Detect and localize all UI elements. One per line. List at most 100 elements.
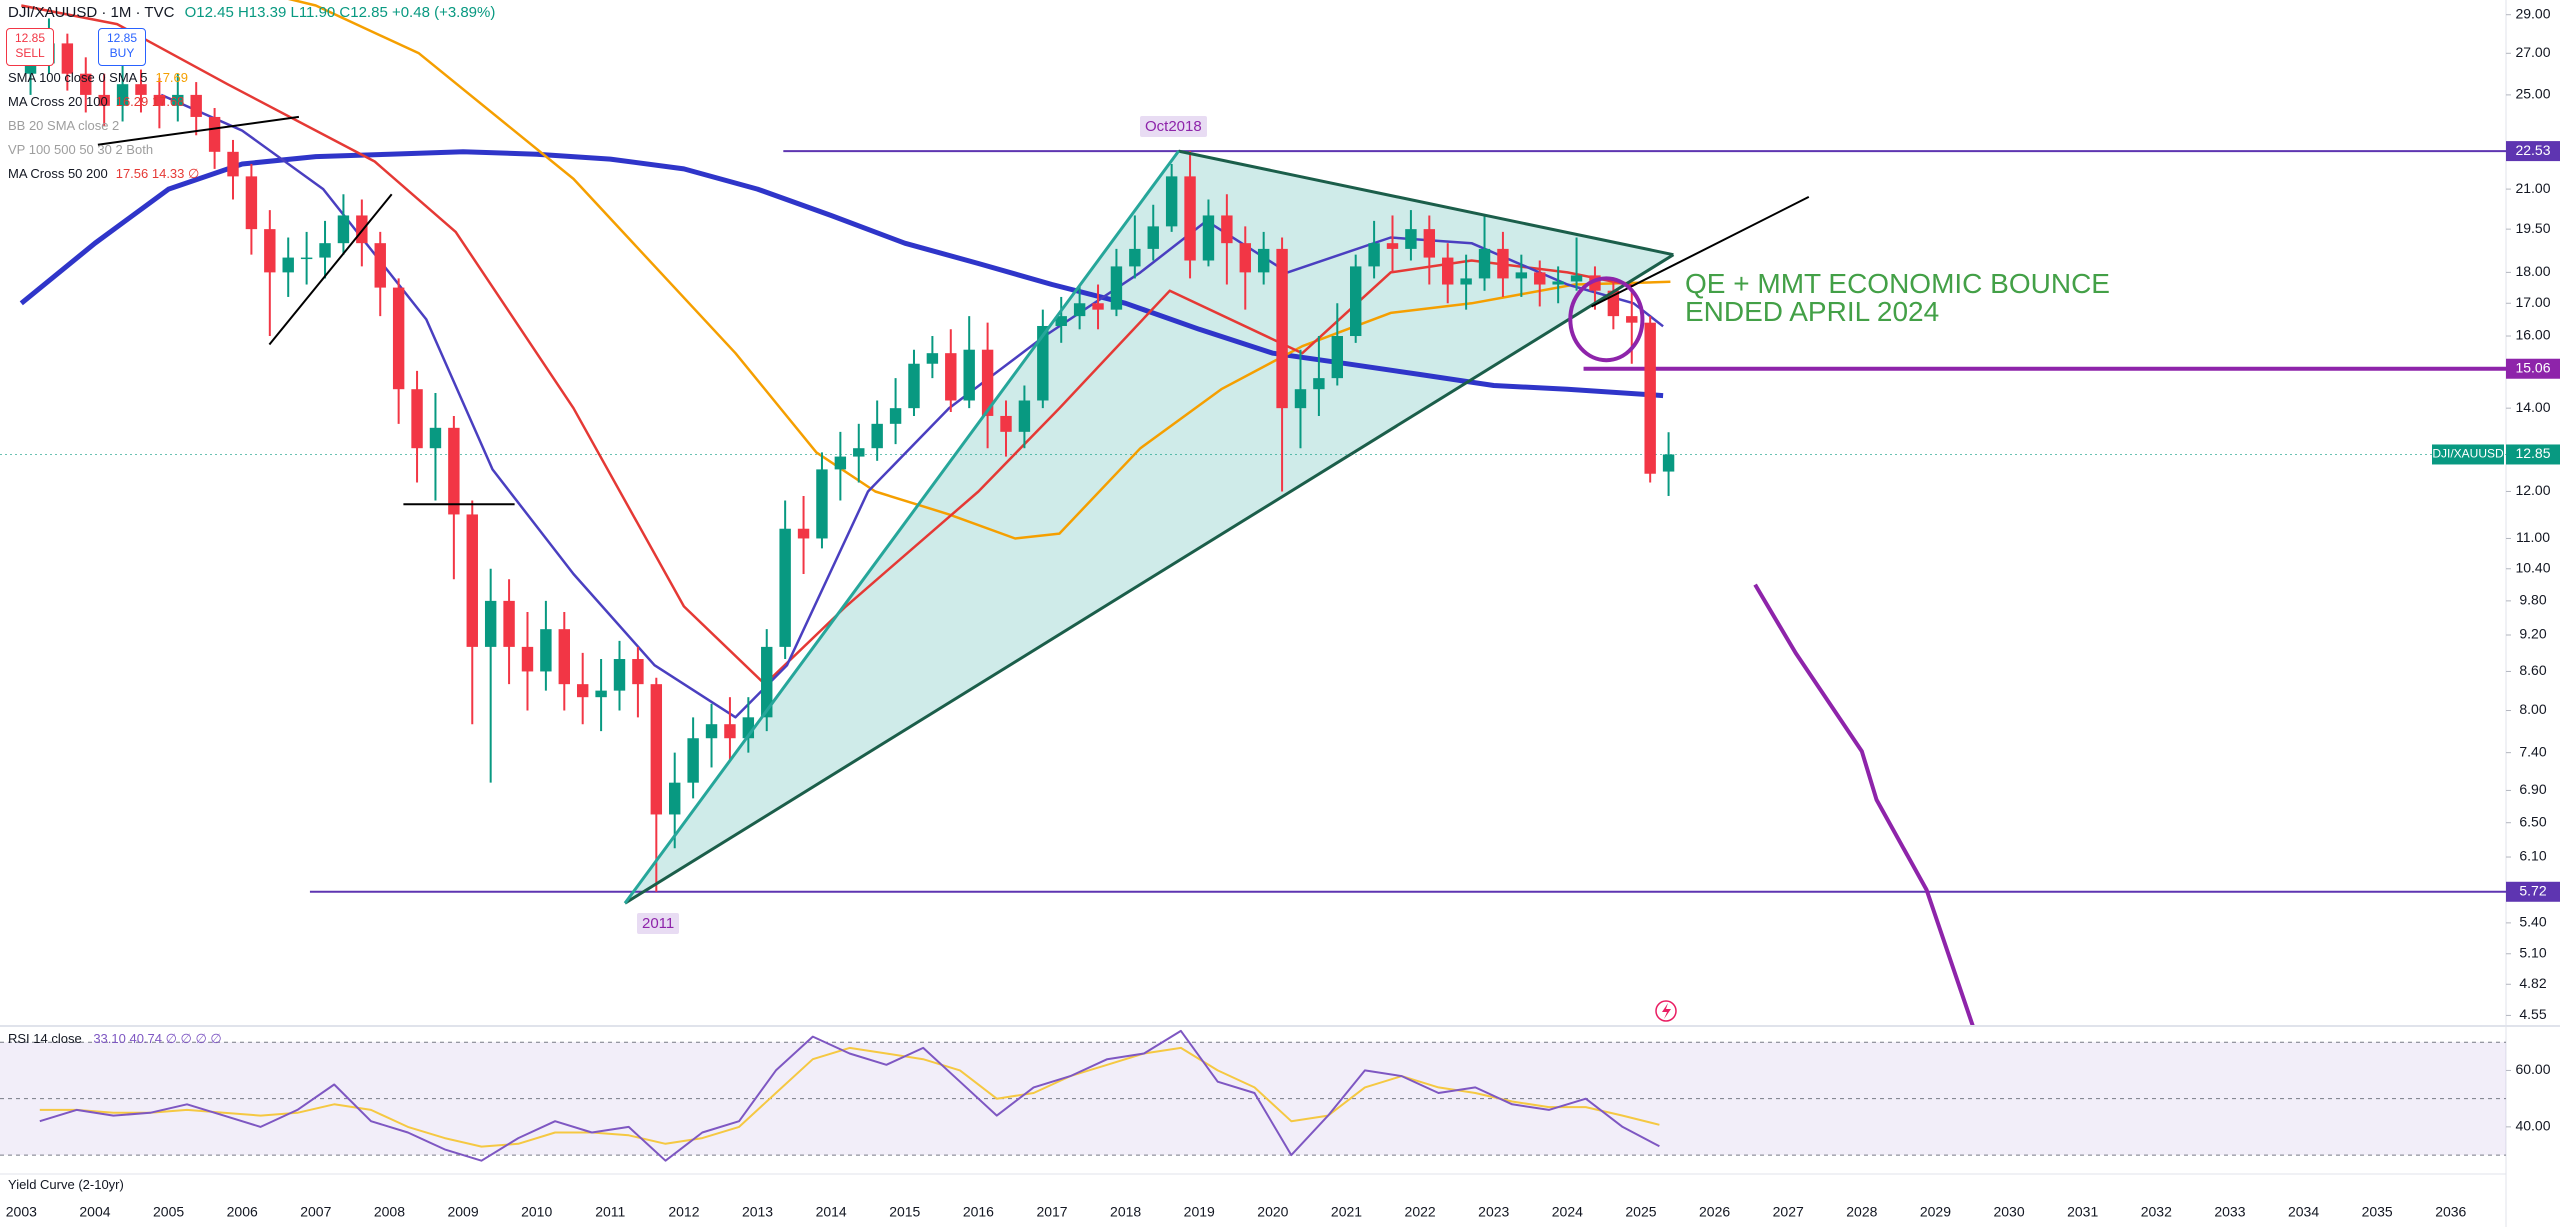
x-tick-label: 2025 [1625, 1204, 1656, 1220]
candle-body [521, 646, 534, 672]
indicator-legend: MA Cross 50 200 17.56 14.33 ∅ [8, 166, 199, 182]
candle-body [245, 176, 258, 230]
trend-line [268, 193, 393, 346]
x-tick-label: 2006 [227, 1204, 258, 1220]
triangle-fill [625, 151, 1674, 904]
x-tick-label: 2007 [300, 1204, 331, 1220]
candle-body [116, 84, 129, 106]
candle-body [632, 659, 644, 685]
peak-annotation: Oct2018 [1140, 116, 1207, 137]
candle-body [613, 659, 626, 691]
y-tick-label: 7.40 [2519, 743, 2546, 759]
candle-body [669, 782, 681, 815]
candle-body [1221, 215, 1233, 244]
rsi-line [39, 1046, 1660, 1148]
symbol-header: DJI/XAUUSD · 1M · TVC O12.45 H13.39 L11.… [8, 4, 495, 21]
sell-label: SELL [15, 46, 45, 60]
indicator-legend: BB 20 SMA close 2 [8, 118, 119, 133]
x-tick-label: 2029 [1920, 1204, 1951, 1220]
last-price-value: 12.85 [2515, 445, 2550, 461]
candle-body [871, 423, 883, 449]
candle-body [374, 243, 386, 288]
y-tick-label: 8.60 [2519, 662, 2546, 678]
candle-body [1147, 226, 1159, 249]
candle-body [963, 349, 975, 401]
x-tick-label: 2014 [816, 1204, 847, 1220]
candle-body [466, 514, 478, 647]
event-icon[interactable] [1655, 1000, 1677, 1022]
candle-body [1662, 454, 1675, 472]
candle-body [1534, 272, 1546, 285]
trend-line [97, 115, 300, 146]
candle-body [1037, 325, 1049, 401]
y-tick-label: 21.00 [2515, 180, 2550, 196]
circle-marker [1568, 276, 1645, 363]
x-tick-label: 2035 [2362, 1204, 2393, 1220]
x-tick-label: 2023 [1478, 1204, 1509, 1220]
candle-body [1257, 248, 1270, 273]
candle-body [945, 353, 957, 401]
y-tick-label: 4.55 [2519, 1006, 2546, 1022]
x-tick-label: 2003 [6, 1204, 37, 1220]
candle-body [1184, 176, 1196, 261]
price-label-box [2506, 881, 2560, 902]
candle-body [1442, 257, 1454, 285]
candle-body [834, 456, 847, 470]
candle-body [981, 349, 994, 416]
candle-body [1294, 389, 1307, 409]
buy-button[interactable]: 12.85 BUY [98, 28, 146, 66]
candle-body [411, 389, 423, 449]
x-tick-label: 2033 [2214, 1204, 2245, 1220]
candle-body [356, 215, 368, 244]
y-tick-label: 27.00 [2515, 44, 2550, 60]
candle-body [282, 257, 294, 273]
candle-body [1607, 290, 1620, 317]
rsi-legend-title: RSI 14 close [8, 1031, 82, 1046]
candle-body [889, 408, 902, 424]
candle-body [319, 243, 331, 258]
candle-body [687, 738, 699, 783]
moving-average [287, 0, 1671, 540]
x-tick-label: 2030 [1993, 1204, 2024, 1220]
x-tick-label: 2034 [2288, 1204, 2319, 1220]
candle-body [1497, 248, 1509, 279]
x-tick-label: 2010 [521, 1204, 552, 1220]
indicator-name: SMA 100 close 0 SMA 5 [8, 70, 148, 85]
y-tick-label: 6.50 [2519, 813, 2546, 829]
y-tick-label: 9.80 [2519, 592, 2546, 608]
indicator-name: MA Cross 20 100 [8, 94, 108, 109]
x-tick-label: 2021 [1331, 1204, 1362, 1220]
candle-body [1018, 400, 1031, 432]
candle-body [392, 287, 405, 390]
note-line: ENDED APRIL 2024 [1685, 296, 1940, 327]
x-tick-label: 2012 [668, 1204, 699, 1220]
x-tick-label: 2032 [2141, 1204, 2172, 1220]
sell-button[interactable]: 12.85 SELL [6, 28, 54, 66]
indicator-values: 17.69 [155, 70, 189, 85]
price-label: 22.53 [2515, 142, 2550, 158]
candle-body [1478, 248, 1491, 279]
y-tick-label: 19.50 [2515, 220, 2550, 236]
candle-body [1589, 275, 1601, 291]
y-tick-label: 10.40 [2515, 559, 2550, 575]
axes: 29.00 27.00 25.00 21.00 19.50 18.00 17.00 16.00… [6, 5, 2560, 1220]
y-tick-label: 16.00 [2515, 327, 2550, 343]
y-tick-label: 5.10 [2519, 944, 2546, 960]
x-tick-label: 2024 [1552, 1204, 1583, 1220]
low-annotation: 2011 [637, 913, 680, 934]
candle-body [98, 94, 110, 106]
candle-body [1331, 336, 1343, 379]
indicator-name: VP 100 500 50 30 2 Both [8, 142, 154, 157]
candle-body [61, 43, 74, 74]
candle-body [429, 427, 442, 449]
candle-body [705, 724, 718, 739]
candle-body [1313, 378, 1325, 390]
note-annotation: QE + MMT ECONOMIC BOUNCE ENDED APRIL 202… [1685, 270, 2110, 326]
candle-body [1405, 229, 1417, 249]
candle-body [576, 684, 589, 698]
indicator-legend: SMA 100 close 0 SMA 5 17.69 [8, 70, 188, 85]
moving-average [160, 93, 1664, 719]
y-tick-label: 17.00 [2515, 294, 2550, 310]
candle-body [853, 448, 865, 457]
